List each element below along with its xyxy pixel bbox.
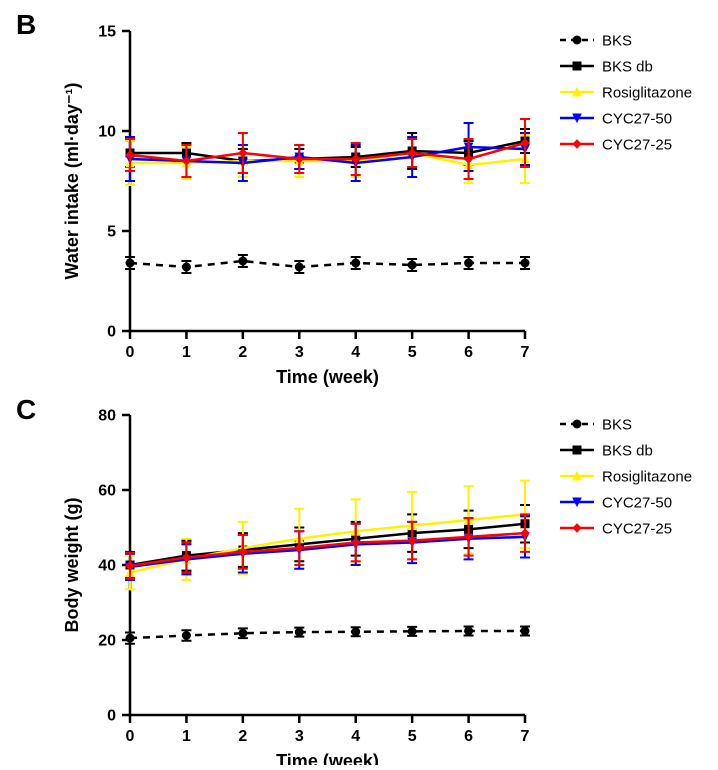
svg-text:Body weight (g): Body weight (g) <box>62 498 82 633</box>
svg-text:5: 5 <box>408 728 417 745</box>
svg-text:0: 0 <box>126 344 135 361</box>
svg-text:60: 60 <box>98 483 116 500</box>
svg-text:CYC27-25: CYC27-25 <box>602 136 672 153</box>
svg-text:40: 40 <box>98 558 116 575</box>
page: B C 01234567051015Time (week)Water intak… <box>0 0 718 765</box>
svg-text:CYC27-25: CYC27-25 <box>602 520 672 537</box>
svg-text:20: 20 <box>98 633 116 650</box>
svg-text:Time (week): Time (week) <box>276 367 379 387</box>
svg-text:BKS: BKS <box>602 32 632 49</box>
svg-text:2: 2 <box>238 344 247 361</box>
svg-text:7: 7 <box>521 728 530 745</box>
svg-text:BKS: BKS <box>602 416 632 433</box>
svg-text:3: 3 <box>295 728 304 745</box>
svg-text:Rosiglitazone: Rosiglitazone <box>602 468 692 485</box>
panel-label-c: C <box>16 394 36 426</box>
panel-label-b: B <box>16 9 36 41</box>
svg-text:2: 2 <box>238 728 247 745</box>
svg-text:7: 7 <box>521 344 530 361</box>
svg-text:1: 1 <box>182 728 191 745</box>
svg-text:BKS db: BKS db <box>602 442 653 459</box>
svg-text:BKS db: BKS db <box>602 58 653 75</box>
svg-text:Water intake (ml·day⁻¹): Water intake (ml·day⁻¹) <box>62 83 82 280</box>
svg-text:6: 6 <box>464 344 473 361</box>
svg-text:5: 5 <box>408 344 417 361</box>
svg-text:Rosiglitazone: Rosiglitazone <box>602 84 692 101</box>
svg-text:CYC27-50: CYC27-50 <box>602 494 672 511</box>
svg-text:15: 15 <box>98 24 116 41</box>
svg-text:1: 1 <box>182 344 191 361</box>
svg-text:10: 10 <box>98 124 116 141</box>
svg-text:0: 0 <box>126 728 135 745</box>
svg-text:Time (week): Time (week) <box>276 751 379 765</box>
svg-text:4: 4 <box>351 344 360 361</box>
figure-svg: 01234567051015Time (week)Water intake (m… <box>0 0 718 765</box>
svg-text:3: 3 <box>295 344 304 361</box>
svg-text:80: 80 <box>98 408 116 425</box>
svg-text:CYC27-50: CYC27-50 <box>602 110 672 127</box>
svg-text:5: 5 <box>107 224 116 241</box>
svg-text:0: 0 <box>107 324 116 341</box>
svg-text:6: 6 <box>464 728 473 745</box>
svg-text:4: 4 <box>351 728 360 745</box>
svg-text:0: 0 <box>107 708 116 725</box>
